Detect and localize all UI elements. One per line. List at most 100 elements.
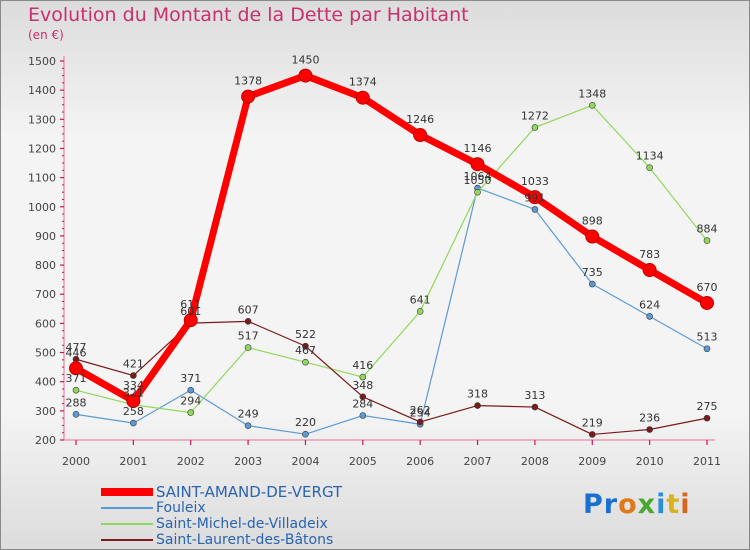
data-point-fouleix <box>703 345 711 353</box>
data-point-saint-laurent-des-batons <box>130 372 137 379</box>
data-point-saint-laurent-des-batons <box>416 418 424 426</box>
x-tick-label-2004: 2004 <box>291 455 319 468</box>
data-label-saint-amand-de-vergt: 1146 <box>464 142 492 155</box>
series-line-fouleix <box>75 187 708 435</box>
data-label-saint-amand-de-vergt: 783 <box>639 248 660 261</box>
data-point-fouleix <box>359 412 367 419</box>
data-label-saint-michel-de-villadeix: 641 <box>410 293 431 306</box>
legend-swatch-saint-amand <box>101 488 153 496</box>
data-label-saint-laurent-des-batons: 236 <box>639 412 660 425</box>
x-tick-label-2001: 2001 <box>119 455 147 468</box>
data-point-saint-amand-de-vergt <box>126 393 141 408</box>
data-point-saint-laurent-des-batons <box>244 318 252 325</box>
data-label-fouleix: 1064 <box>464 170 492 183</box>
data-point-saint-laurent-des-batons <box>588 431 596 438</box>
data-label-saint-amand-de-vergt: 1033 <box>521 175 549 188</box>
data-point-saint-amand-de-vergt <box>413 128 428 143</box>
x-tick-label-2007: 2007 <box>464 455 492 468</box>
data-point-saint-amand-de-vergt <box>700 295 714 310</box>
x-tick-label-2006: 2006 <box>406 455 434 468</box>
data-point-saint-laurent-des-batons <box>703 414 711 422</box>
data-label-saint-amand-de-vergt: 1246 <box>406 113 434 126</box>
data-point-saint-michel-de-villadeix <box>359 373 367 381</box>
data-point-fouleix <box>130 419 137 427</box>
data-label-saint-laurent-des-batons: 275 <box>697 400 718 413</box>
legend-swatch-saint-laurent <box>101 539 153 541</box>
data-label-fouleix: 288 <box>66 396 87 409</box>
chart-title: Evolution du Montant de la Dette par Hab… <box>28 4 469 26</box>
data-point-fouleix <box>302 430 309 438</box>
data-point-fouleix <box>244 422 252 430</box>
data-label-saint-michel-de-villadeix: 1348 <box>578 87 606 100</box>
data-point-saint-amand-de-vergt <box>585 229 600 244</box>
data-label-fouleix: 371 <box>180 372 201 385</box>
y-tick-label-200: 200 <box>35 434 56 447</box>
data-label-saint-laurent-des-batons: 601 <box>180 305 201 318</box>
data-label-saint-laurent-des-batons: 607 <box>238 303 259 316</box>
data-point-fouleix <box>531 206 539 213</box>
data-point-saint-michel-de-villadeix <box>474 188 481 196</box>
x-tick-label-2000: 2000 <box>62 455 90 468</box>
legend-label-saint-amand: SAINT-AMAND-DE-VERGT <box>156 483 343 501</box>
y-tick-label-700: 700 <box>35 288 56 301</box>
y-tick-label-500: 500 <box>35 347 56 360</box>
x-tick-label-2009: 2009 <box>578 455 606 468</box>
data-point-saint-michel-de-villadeix <box>416 308 424 315</box>
data-label-saint-michel-de-villadeix: 884 <box>697 223 718 236</box>
data-label-fouleix: 220 <box>295 416 316 429</box>
data-point-fouleix <box>646 313 653 320</box>
data-point-saint-amand-de-vergt <box>642 263 657 278</box>
data-label-saint-laurent-des-batons: 262 <box>410 404 431 417</box>
legend-swatch-fouleix <box>101 507 153 509</box>
x-tick-label-2010: 2010 <box>636 455 664 468</box>
y-tick-label-600: 600 <box>35 317 56 330</box>
data-point-saint-amand-de-vergt <box>355 90 370 105</box>
x-tick-label-2008: 2008 <box>521 455 549 468</box>
data-label-saint-laurent-des-batons: 421 <box>123 358 144 371</box>
data-label-saint-laurent-des-batons: 477 <box>66 341 87 354</box>
y-tick-label-1000: 1000 <box>28 201 56 214</box>
y-tick-label-1100: 1100 <box>28 172 56 185</box>
data-label-saint-amand-de-vergt: 611 <box>180 298 201 311</box>
data-point-saint-laurent-des-batons <box>646 426 653 433</box>
legend-label-saint-michel: Saint-Michel-de-Villadeix <box>156 516 328 532</box>
series-line-saint-michel-de-villadeix <box>75 104 708 414</box>
data-point-fouleix <box>588 280 596 288</box>
y-tick-label-1400: 1400 <box>28 84 56 97</box>
y-tick-label-1500: 1500 <box>28 55 56 68</box>
data-point-saint-michel-de-villadeix <box>588 102 596 109</box>
data-label-saint-laurent-des-batons: 522 <box>295 328 316 341</box>
data-point-saint-michel-de-villadeix <box>302 358 309 366</box>
data-label-saint-michel-de-villadeix: 1272 <box>521 109 549 122</box>
data-label-saint-michel-de-villadeix: 1134 <box>636 150 664 163</box>
data-label-fouleix: 249 <box>238 408 259 421</box>
data-point-saint-michel-de-villadeix <box>72 386 80 394</box>
data-label-saint-amand-de-vergt: 334 <box>123 379 144 392</box>
data-point-saint-amand-de-vergt <box>527 190 542 205</box>
y-tick-label-800: 800 <box>35 259 56 272</box>
data-label-saint-amand-de-vergt: 1374 <box>349 76 377 89</box>
x-tick-label-2005: 2005 <box>349 455 377 468</box>
y-tick-label-300: 300 <box>35 405 56 418</box>
data-label-saint-michel-de-villadeix: 416 <box>352 359 373 372</box>
data-point-saint-michel-de-villadeix <box>244 344 252 351</box>
data-label-saint-michel-de-villadeix: 517 <box>238 330 259 343</box>
data-point-fouleix <box>72 411 80 418</box>
data-point-saint-michel-de-villadeix <box>646 164 653 172</box>
data-label-saint-michel-de-villadeix: 294 <box>180 395 201 408</box>
data-label-saint-laurent-des-batons: 348 <box>352 379 373 392</box>
proxiti-logo: Proxiti <box>583 489 691 520</box>
data-label-saint-laurent-des-batons: 219 <box>582 416 603 429</box>
data-point-saint-amand-de-vergt <box>298 68 313 83</box>
data-point-saint-michel-de-villadeix <box>187 409 195 416</box>
data-point-saint-laurent-des-batons <box>474 402 481 409</box>
y-tick-label-400: 400 <box>35 376 56 389</box>
x-tick-label-2002: 2002 <box>177 455 205 468</box>
y-tick-label-1200: 1200 <box>28 142 56 155</box>
data-label-fouleix: 513 <box>697 331 718 344</box>
data-label-saint-michel-de-villadeix: 467 <box>295 344 316 357</box>
data-label-saint-laurent-des-batons: 318 <box>467 388 488 401</box>
legend-label-saint-laurent: Saint-Laurent-des-Bâtons <box>156 532 334 548</box>
